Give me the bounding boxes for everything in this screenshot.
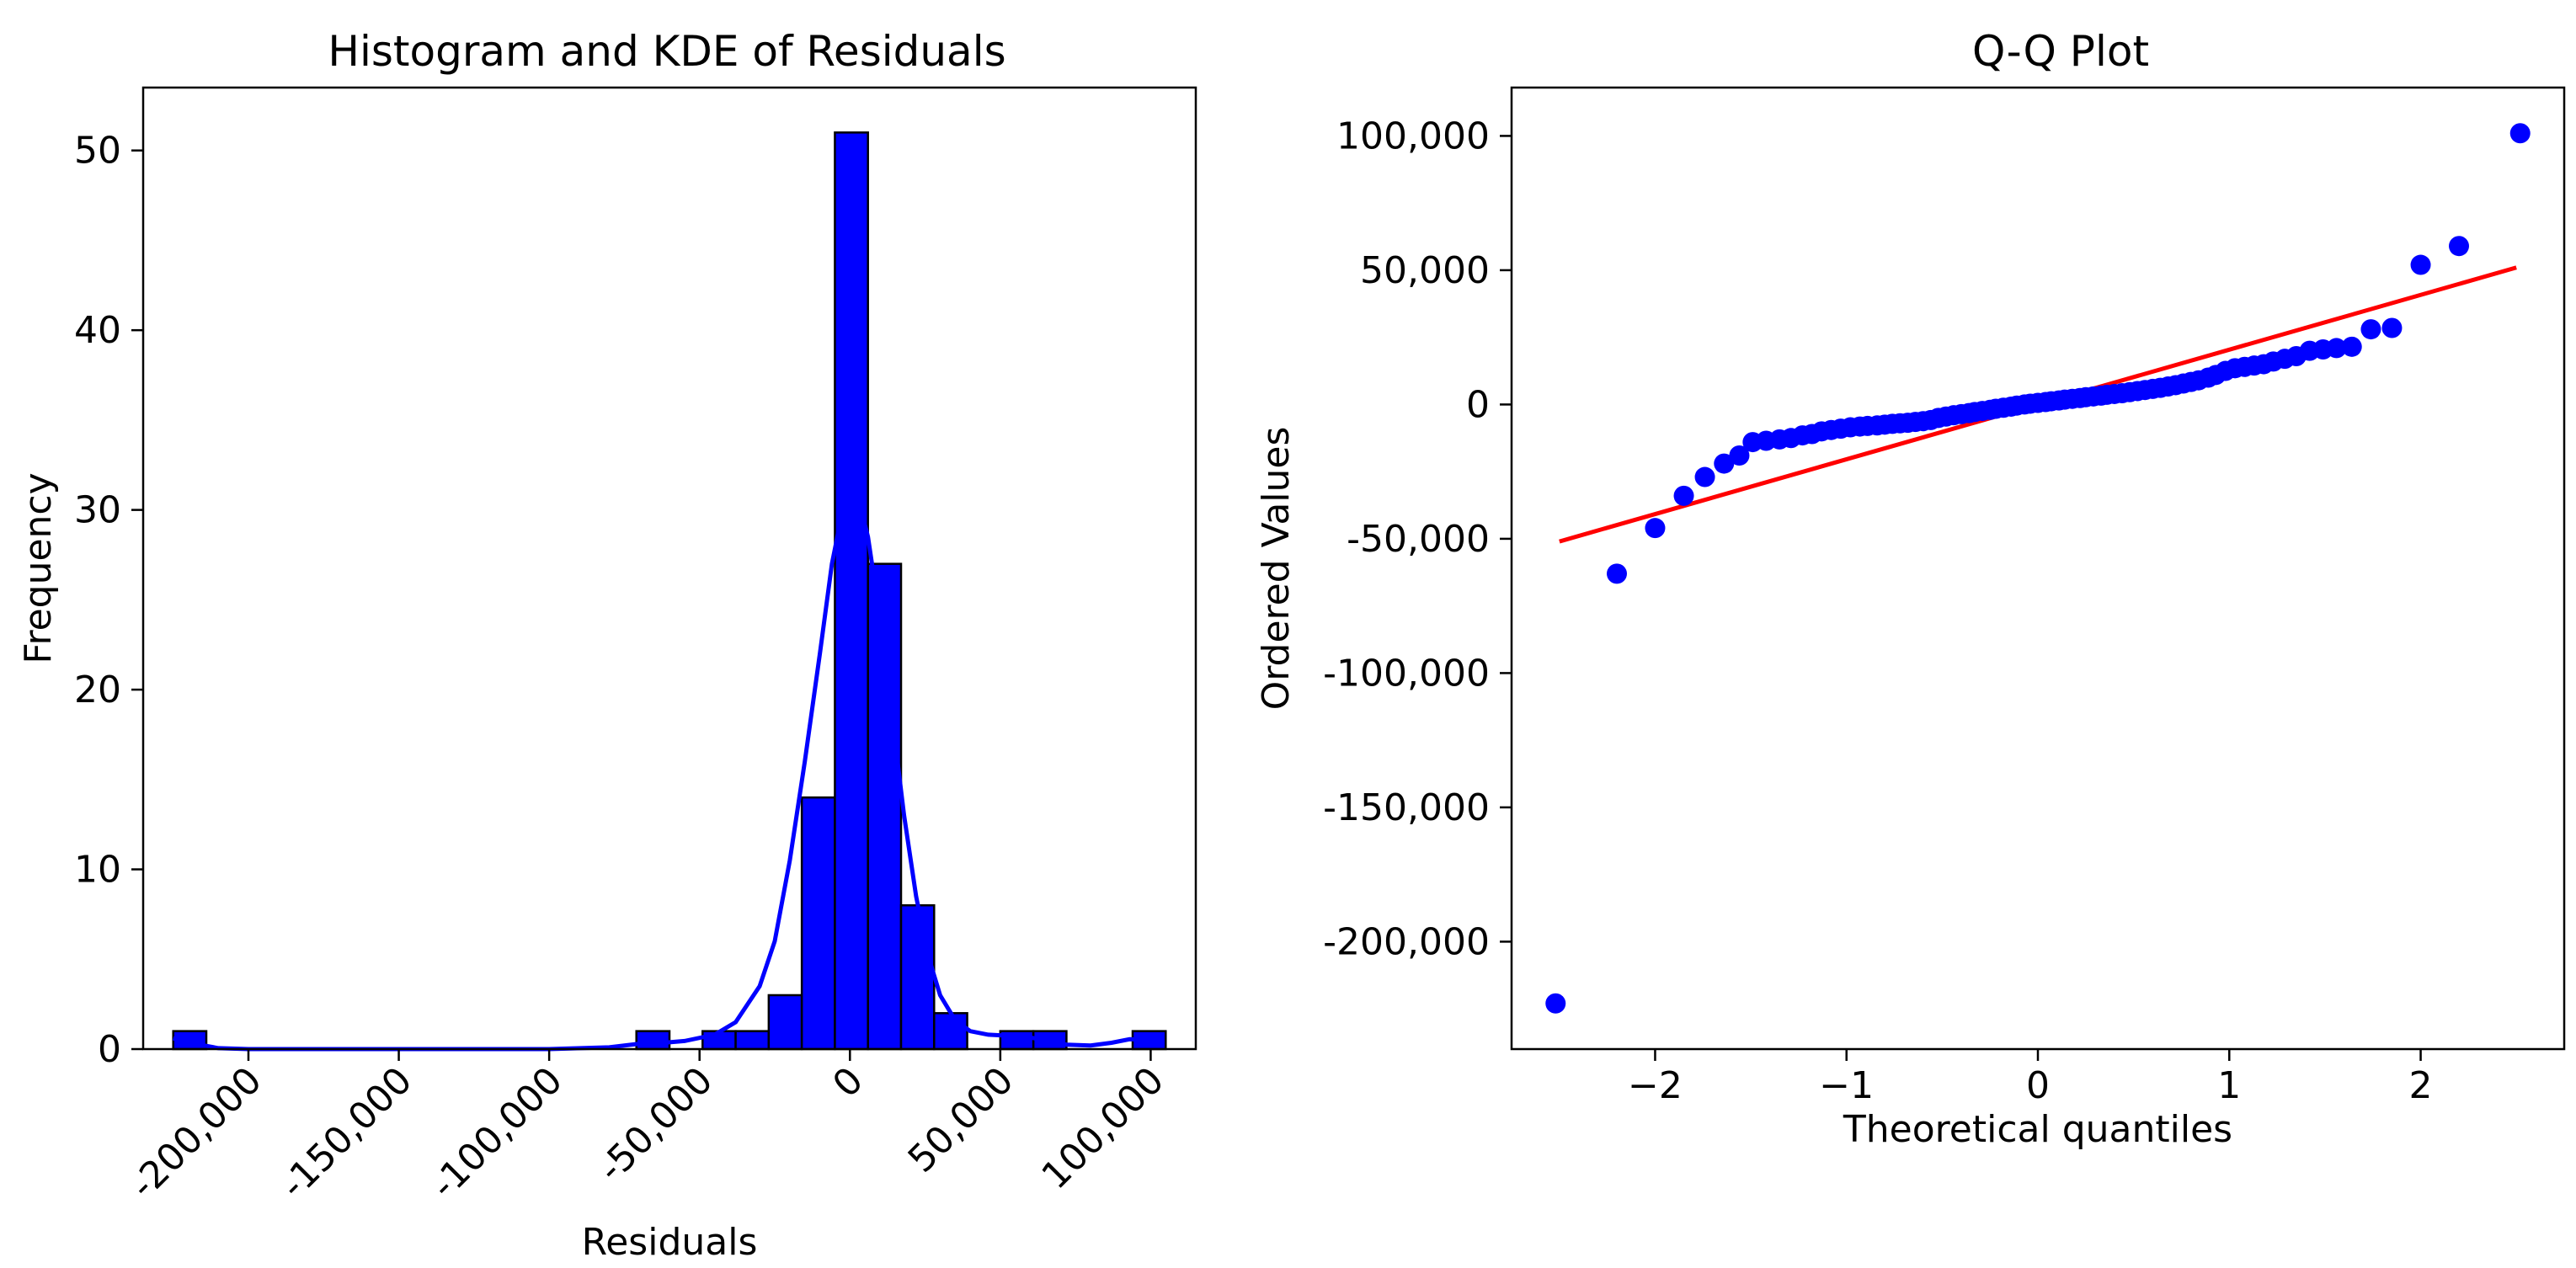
- histogram-title: Histogram and KDE of Residuals: [328, 27, 1005, 76]
- histogram-x-tick-label: -100,000: [423, 1059, 571, 1207]
- histogram-bar: [734, 1030, 771, 1051]
- qq-x-tick-label: 1: [2217, 1064, 2241, 1107]
- qq-y-label: Ordered Values: [1255, 427, 1298, 711]
- qq-x-tick-label: −2: [1628, 1064, 1683, 1107]
- qq-point: [1729, 445, 1750, 466]
- qq-y-tick-label: 50,000: [1360, 249, 1490, 292]
- histogram-y-tick-label: 0: [98, 1028, 121, 1071]
- qq-x-tick-label: −1: [1819, 1064, 1874, 1107]
- histogram-bar: [933, 1012, 968, 1051]
- qq-point: [2449, 236, 2469, 257]
- kde-curve: [173, 487, 1151, 1052]
- qq-point: [1645, 518, 1666, 539]
- histogram-y-label: Frequency: [17, 472, 60, 663]
- histogram-y-ticks: 0 10 20 30 40 50: [74, 130, 143, 1071]
- qq-plot-panel: Q-Q Plot −2 −1 0 1 2 100,000 50,000 0 -50,000 -1…: [1255, 27, 2566, 1151]
- qq-point: [1545, 993, 1566, 1014]
- qq-x-tick-label: 2: [2409, 1064, 2433, 1107]
- histogram-y-tick-label: 50: [74, 130, 121, 173]
- qq-y-ticks: 100,000 50,000 0 -50,000 -100,000 -150,000 -20…: [1323, 115, 1512, 963]
- histogram-x-tick-label: -200,000: [122, 1059, 270, 1207]
- qq-y-tick-label: -150,000: [1323, 786, 1490, 829]
- histogram-x-tick-label: 100,000: [1033, 1059, 1172, 1198]
- histogram-x-tick-label: -150,000: [272, 1059, 420, 1207]
- histogram-axes-frame: [141, 86, 1197, 1051]
- qq-point: [1694, 466, 1715, 487]
- qq-y-tick-label: 0: [1466, 383, 1490, 426]
- qq-point: [2509, 123, 2531, 144]
- histogram-x-label: Residuals: [582, 1221, 758, 1264]
- qq-point: [2326, 338, 2347, 359]
- histogram-bar: [800, 796, 836, 1051]
- histogram-bar: [635, 1030, 671, 1051]
- qq-point: [2341, 336, 2362, 357]
- qq-y-tick-label: -200,000: [1323, 920, 1490, 963]
- histogram-x-ticks: -200,000 -150,000 -100,000 -50,000 0 50,000 10…: [122, 1049, 1172, 1207]
- histogram-bar: [767, 994, 803, 1051]
- qq-x-label: Theoretical quantiles: [1843, 1108, 2232, 1151]
- qq-axes-frame: [1510, 86, 2566, 1051]
- qq-point: [2381, 317, 2403, 338]
- qq-point: [2410, 254, 2431, 275]
- histogram-bars: [172, 131, 1167, 1051]
- qq-points: [1545, 123, 2531, 1014]
- qq-point: [1714, 453, 1735, 474]
- histogram-y-tick-label: 10: [74, 849, 121, 892]
- qq-x-tick-label: 0: [2026, 1064, 2050, 1107]
- histogram-bar: [899, 903, 936, 1051]
- qq-y-tick-label: -50,000: [1347, 518, 1490, 561]
- qq-point: [1607, 563, 1627, 584]
- qq-plot-title: Q-Q Plot: [1972, 27, 2149, 76]
- histogram-bar: [834, 131, 869, 1051]
- histogram-y-tick-label: 40: [74, 309, 121, 352]
- qq-point: [2360, 319, 2381, 340]
- histogram-y-tick-label: 30: [74, 489, 121, 532]
- qq-point: [1673, 485, 1694, 506]
- qq-y-tick-label: -100,000: [1323, 652, 1490, 695]
- qq-x-ticks: −2 −1 0 1 2: [1628, 1049, 2433, 1107]
- histogram-x-tick-label: -50,000: [589, 1059, 721, 1191]
- histogram-x-tick-label: 0: [824, 1059, 872, 1106]
- histogram-panel: Histogram and KDE of Residuals -200,000-…: [17, 27, 1197, 1264]
- histogram-y-tick-label: 20: [74, 669, 121, 711]
- histogram-x-tick-label: 50,000: [900, 1059, 1022, 1181]
- histogram-bar: [867, 562, 903, 1051]
- qq-y-tick-label: 100,000: [1336, 115, 1490, 157]
